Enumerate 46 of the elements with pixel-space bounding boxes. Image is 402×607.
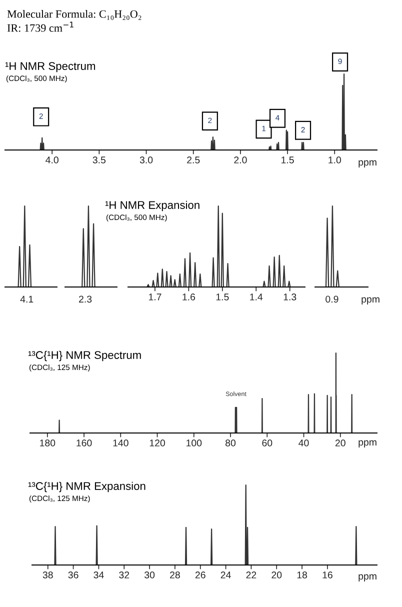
x-tick-label: 1.5 (282, 156, 294, 164)
x-tick-label: 160 (76, 440, 92, 446)
x-tick-label: 120 (150, 440, 165, 446)
x-tick-label: 100 (186, 440, 202, 446)
text: 2.3 (79, 296, 92, 303)
chart-title: ¹³C{¹H} NMR Spectrum (28, 350, 141, 362)
x-tick-label: 2.0 (234, 156, 247, 164)
chart-title: ¹H NMR Spectrum (5, 62, 96, 72)
x-tick-label: 20 (335, 440, 346, 446)
x-tick-label: 16 (322, 572, 332, 578)
x-axis-title: ppm (358, 160, 376, 168)
x-tick-label: 38 (42, 572, 53, 578)
x-axis-title: ppm (358, 574, 376, 582)
x-tick-label: 1.3 (284, 294, 296, 300)
x-tick-label: 34 (94, 572, 104, 578)
text: 0.9 (326, 296, 338, 303)
x-tick-label: 22 (246, 572, 256, 578)
x-tick-label: 24 (220, 572, 231, 578)
x-tick-label: 1.0 (328, 156, 341, 164)
x-tick-label: 40 (298, 440, 309, 446)
x-tick-label: 36 (68, 572, 78, 578)
x-tick-label: 180 (40, 440, 56, 446)
x-tick-label: 140 (113, 440, 128, 446)
x-axis-title: ppm (358, 440, 376, 448)
x-tick-label: 20 (272, 572, 282, 578)
x-tick-label: 2.5 (187, 156, 200, 164)
x-axis-title: ppm (362, 297, 380, 305)
x-tick-label: 32 (119, 572, 130, 578)
text: Molecular Formula: C₁₀H₂₀O₂ (7, 10, 142, 20)
x-tick-label: 26 (195, 572, 206, 578)
chart-title: ¹H NMR Expansion (105, 200, 200, 212)
chart-title: ¹³C{¹H} NMR Expansion (28, 482, 146, 492)
x-tick-label: 1.5 (216, 294, 229, 300)
x-tick-label: 1.4 (250, 294, 263, 300)
text: IR: 1739 cm$^{−1}$ (7, 22, 74, 32)
x-tick-label: 4.0 (46, 156, 58, 164)
x-tick-label: 28 (170, 572, 180, 578)
x-tick-label: 3.5 (92, 156, 106, 164)
x-tick-label: 80 (226, 440, 236, 446)
x-tick-label: 30 (144, 572, 155, 578)
x-tick-label: 18 (297, 572, 308, 578)
x-tick-label: 1.6 (182, 294, 196, 300)
x-tick-label: 60 (262, 440, 272, 446)
x-tick-label: 3.0 (140, 156, 153, 164)
x-tick-label: 1.7 (148, 294, 162, 300)
text: 4.1 (20, 296, 34, 303)
